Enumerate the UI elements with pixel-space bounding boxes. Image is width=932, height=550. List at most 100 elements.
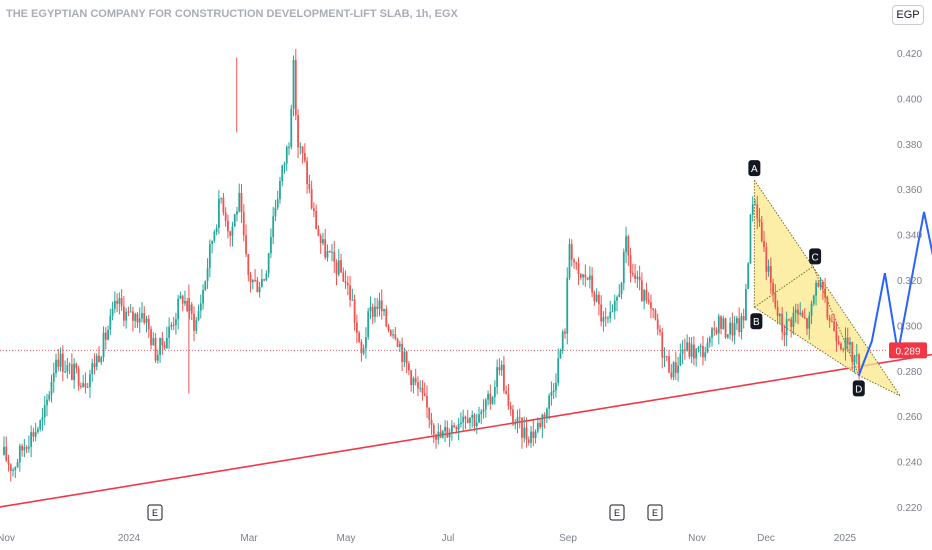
candle-body xyxy=(227,220,229,232)
candle-body xyxy=(30,432,33,447)
candle-body xyxy=(242,212,245,236)
candle-body xyxy=(550,392,553,396)
projection-layer xyxy=(857,211,932,376)
candle-body xyxy=(711,328,713,338)
candle-body xyxy=(5,446,8,461)
candle-body xyxy=(521,417,523,438)
candle-body xyxy=(699,345,702,348)
candle-body xyxy=(564,331,566,334)
y-tick-label: 0.380 xyxy=(897,140,922,151)
candle-body xyxy=(32,432,35,437)
candle-body xyxy=(643,290,646,302)
candle-body xyxy=(846,337,849,345)
earnings-event-marker[interactable] xyxy=(147,504,163,521)
candle-body xyxy=(430,419,433,425)
candle-body xyxy=(555,382,557,391)
candle-body xyxy=(785,319,788,336)
candle-body xyxy=(702,345,704,358)
candle-body xyxy=(611,311,614,313)
candle-body xyxy=(104,332,107,340)
candle-body xyxy=(441,431,444,438)
candle-body xyxy=(765,247,768,272)
candle-body xyxy=(231,226,234,236)
candle-body xyxy=(830,321,833,323)
candle-body xyxy=(588,275,591,280)
pattern-edge-ad xyxy=(753,179,901,397)
candle-body xyxy=(358,332,361,342)
candle-body xyxy=(43,405,46,418)
earnings-event-marker[interactable] xyxy=(609,504,625,521)
candle-body xyxy=(161,337,164,346)
candle-body xyxy=(636,276,639,279)
candle-body xyxy=(767,266,770,272)
candle-body xyxy=(98,355,100,363)
candle-body xyxy=(478,414,480,423)
candle-body xyxy=(16,462,19,468)
candle-body xyxy=(570,244,573,260)
candle-body xyxy=(858,354,860,372)
candle-body xyxy=(679,353,682,366)
candle-body xyxy=(586,277,589,280)
candle-body xyxy=(385,309,388,327)
candle-body xyxy=(810,303,813,316)
currency-button[interactable]: EGP xyxy=(892,5,924,25)
candle-body xyxy=(747,263,750,290)
candle-body xyxy=(281,165,284,182)
candle-body xyxy=(156,354,159,361)
candle-body xyxy=(292,59,295,109)
candle-body xyxy=(523,427,526,438)
earnings-event-marker[interactable] xyxy=(647,504,663,521)
candle-body xyxy=(308,184,311,190)
candle-body xyxy=(697,347,700,349)
candle-body xyxy=(740,316,743,333)
candle-body xyxy=(134,313,137,321)
candle-body xyxy=(453,425,456,428)
candle-body xyxy=(473,414,476,427)
candle-body xyxy=(147,318,150,330)
candle-body xyxy=(428,407,431,420)
candle-body xyxy=(584,274,587,278)
candle-body xyxy=(826,297,829,318)
candle-body xyxy=(324,239,327,258)
candle-body xyxy=(618,293,621,298)
candle-body xyxy=(534,431,537,438)
candle-body xyxy=(73,363,76,380)
candle-body xyxy=(788,319,790,321)
candle-body xyxy=(726,334,729,338)
candle-body xyxy=(769,266,772,283)
candle-body xyxy=(600,304,603,322)
candle-body xyxy=(27,446,30,449)
candle-body xyxy=(258,287,261,293)
candle-body xyxy=(211,240,214,244)
candle-body xyxy=(337,260,340,275)
candle-body xyxy=(197,310,200,321)
candle-body xyxy=(132,311,134,321)
candle-body xyxy=(738,318,741,333)
candle-body xyxy=(7,460,10,465)
candle-body xyxy=(853,355,856,363)
candle-body xyxy=(303,153,306,161)
candle-body xyxy=(690,344,693,357)
candle-body xyxy=(783,332,786,336)
candle-body xyxy=(855,354,858,356)
candle-body xyxy=(419,387,422,389)
candle-body xyxy=(808,315,811,329)
candle-body xyxy=(695,348,698,359)
abcd-pattern-layer xyxy=(753,179,901,397)
candle-body xyxy=(613,300,616,312)
candle-body xyxy=(480,411,483,415)
candle-body xyxy=(66,365,69,372)
candle-body xyxy=(801,312,804,317)
candle-body xyxy=(688,342,691,357)
candle-body xyxy=(724,318,727,338)
y-tick-label: 0.280 xyxy=(897,367,922,378)
candle-body xyxy=(206,268,209,281)
candle-body xyxy=(109,315,112,330)
x-tick-label: Jul xyxy=(442,533,455,544)
candle-body xyxy=(9,464,12,471)
candle-body xyxy=(100,357,103,363)
y-tick-label: 0.260 xyxy=(897,412,922,423)
candle-body xyxy=(471,414,474,418)
candle-body xyxy=(217,198,220,228)
